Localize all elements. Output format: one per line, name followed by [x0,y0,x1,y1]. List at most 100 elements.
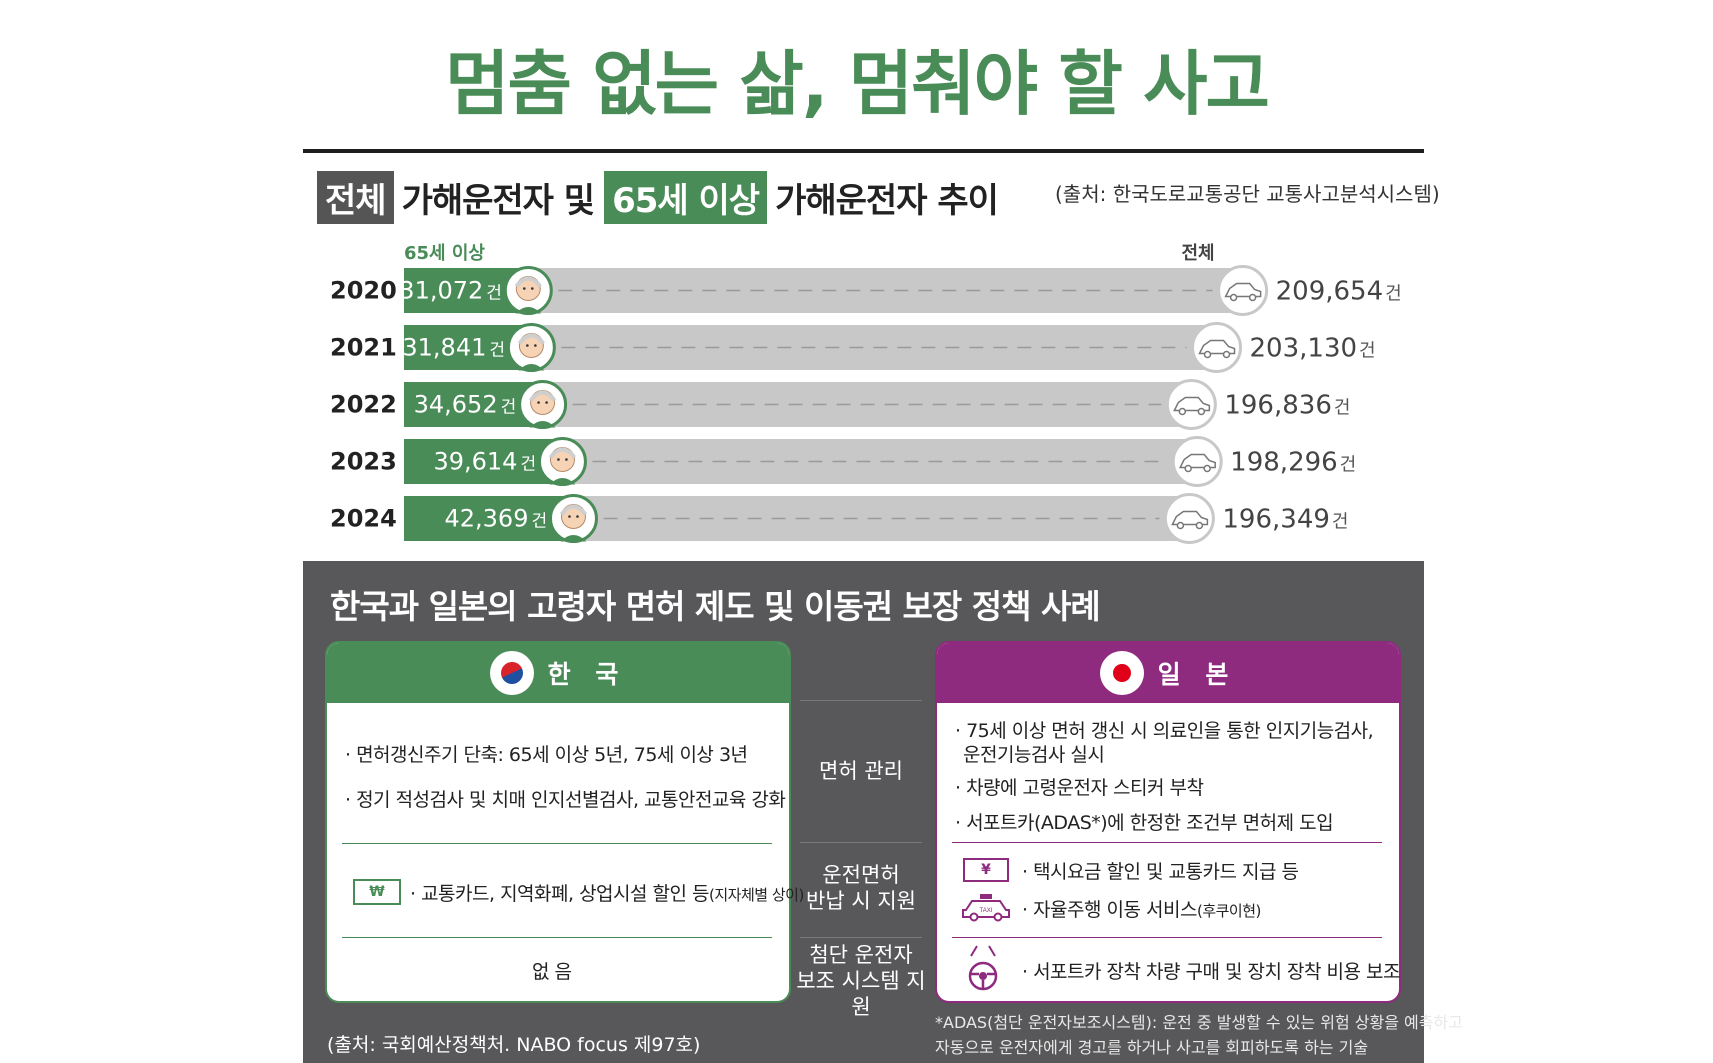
korea-card: 한 국 [325,641,791,1003]
year-label: 2024 [330,505,397,533]
chart-header-text1: 가해운전자 및 [401,180,596,221]
total-tag: 전체 [317,170,394,224]
category-adas: 첨단 운전자 보조 시스템 지원 [795,942,927,1020]
avatar-eye [565,458,568,461]
total-unit-label: 건 [1359,341,1376,362]
year-label: 2023 [330,448,397,476]
avatar-shirt [518,364,545,371]
category-return-line1: 운전면허 [822,863,900,887]
policy-title: 한국과 일본의 고령자 면허 제도 및 이동권 보장 정책 사례 [330,587,1101,626]
chart-header: 전체 가해운전자 및 65세 이상 가해운전자 추이 [317,170,999,224]
japan-return-item-1: · 택시요금 할인 및 교통카드 지급 등 [1022,861,1299,883]
japan-return-note: (후쿠이현) [1196,902,1261,920]
avatar-hair [514,276,542,288]
avatar-hair [559,504,588,516]
car-icon [1217,265,1269,316]
total-value-label: 198,296 [1230,448,1338,478]
car-icon [1171,436,1223,487]
avatar-eye [526,344,529,347]
korea-return-text: · 교통카드, 지역화폐, 상업시설 할인 등 [410,883,710,905]
elderly-unit-label: 건 [501,398,517,418]
car-body [1178,453,1216,469]
avatar-shirt [549,478,576,485]
car-body [1171,510,1209,526]
japan-return-text-2: · 자율주행 이동 서비스 [1022,899,1197,921]
korea-divider-1 [342,843,772,844]
elderly-value-label: 42,369 [444,505,528,533]
car-wheel [1229,293,1238,302]
japan-adas-item: · 서포트카 장착 차량 구매 및 장치 장착 비용 보조 [1022,961,1401,983]
car-body [1198,339,1236,355]
car-wheel [1203,464,1211,473]
elderly-value-label: 31,072 [399,277,483,305]
total-value-label: 209,654 [1276,277,1384,307]
year-label: 2021 [330,334,397,362]
category-line-2 [800,842,922,843]
avatar-eye [557,458,560,461]
footnote-line-2: 자동으로 운전자에게 경고를 하거나 사고를 회피하도록 하는 기술 [935,1038,1369,1057]
avatar-hair [529,390,557,402]
elderly-bar [404,439,563,484]
yen-icon: ¥ [963,858,1009,882]
category-line-1 [800,700,922,701]
avatar-hair [548,447,577,459]
korea-adas-item: 없 음 [532,961,572,983]
policy-source: (출처: 국회예산정책처. NABO focus 제97호) [327,1034,701,1056]
year-label: 2020 [330,277,397,305]
avatar-shirt [515,307,542,314]
avatar-eye [534,344,537,347]
adas-footnote: *ADAS(첨단 운전자보조시스템): 운전 중 발생할 수 있는 위험 상황을… [935,1010,1463,1060]
category-adas-line2: 보조 시스템 지원 [796,969,926,1019]
korea-flag-icon [489,651,534,695]
total-unit-label: 건 [1332,512,1349,533]
year-label: 2022 [330,391,397,419]
korea-divider-2 [342,937,772,938]
total-unit-label: 건 [1334,398,1351,419]
taxi-sign: TAXI [980,908,993,914]
total-unit-label: 건 [1340,455,1357,476]
car-icon [1165,379,1217,430]
avatar-eye [530,287,534,290]
japan-license-item-1b: 운전기능검사 실시 [963,744,1105,766]
top-divider [303,149,1424,153]
elderly-value-label: 31,841 [402,334,486,362]
elderly-value-label: 34,652 [414,391,498,419]
japan-card: 일 본 [935,641,1401,1003]
japan-header-label: 일 본 [1157,660,1237,689]
chart-source: (출처: 한국도로교통공단 교통사고분석시스템) [1055,182,1440,206]
car-body [1173,396,1211,412]
car-wheel [1248,293,1257,302]
japan-license-item-3: · 서포트카(ADAS*)에 한정한 조건부 면허제 도입 [955,812,1334,834]
legend-elderly: 65세 이상 [404,243,485,264]
car-wheel [1197,407,1206,416]
japan-return-item-2: · 자율주행 이동 서비스(후쿠이현) [1022,895,1261,922]
japan-license-item-2: · 차량에 고령운전자 스티커 부착 [955,777,1204,799]
car-wheel [1195,521,1204,530]
japan-divider-2 [952,937,1382,938]
taxi-icon: TAXI [962,894,1010,922]
elderly-tag: 65세 이상 [604,170,768,224]
category-line-3 [800,937,922,938]
avatar-shirt [560,535,587,542]
elderly-unit-label: 건 [531,512,547,532]
korea-return-item: · 교통카드, 지역화폐, 상업시설 할인 등(지자체별 상이) [410,879,804,906]
car-icon [1163,493,1215,544]
car-wheel [1222,350,1231,359]
avatar-eye [537,401,540,404]
avatar-hair [517,333,545,345]
main-title: 멈춤 없는 삶, 멈춰야 할 사고 [445,43,1270,125]
steering-wheel-icon [968,945,998,991]
legend-total: 전체 [1181,243,1214,264]
japan-license-item-1: · 75세 이상 면허 갱신 시 의료인을 통한 인지기능검사, [955,720,1374,742]
car-icon [1191,322,1243,373]
avatar-eye [576,515,579,518]
avatar-eye [522,287,526,290]
footnote-line-1: *ADAS(첨단 운전자보조시스템): 운전 중 발생할 수 있는 위험 상황을… [935,1013,1463,1032]
total-value-label: 196,349 [1222,505,1330,535]
elderly-bar [404,496,574,541]
korea-license-item-1: · 면허갱신주기 단축: 65세 이상 5년, 75세 이상 3년 [345,744,748,766]
total-value-label: 196,836 [1224,391,1332,421]
car-wheel [1184,464,1192,473]
korea-header-label: 한 국 [547,660,627,689]
japan-header: 일 본 [937,643,1399,703]
